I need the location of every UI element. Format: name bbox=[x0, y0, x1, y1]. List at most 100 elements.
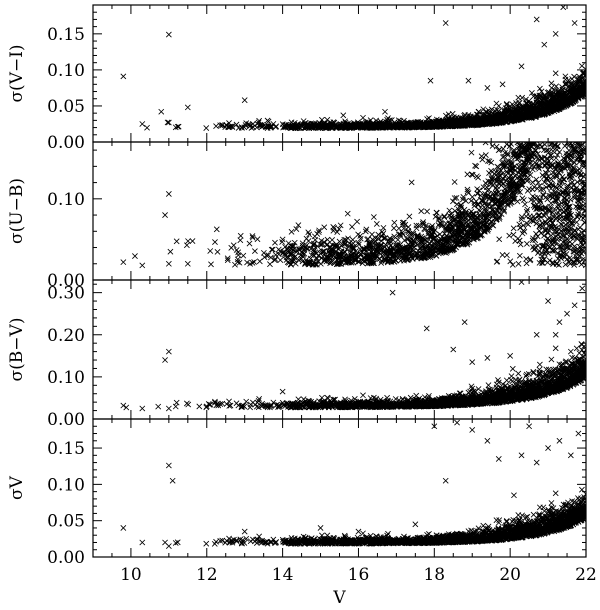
scatter-point bbox=[354, 218, 360, 225]
scatter-point bbox=[415, 251, 422, 257]
scatter-point bbox=[375, 243, 382, 250]
scatter-point bbox=[567, 225, 574, 232]
scatter-point bbox=[517, 104, 524, 111]
scatter-point bbox=[373, 221, 380, 227]
scatter-point bbox=[550, 172, 557, 179]
scatter-point bbox=[580, 142, 586, 148]
scatter-point bbox=[552, 247, 559, 254]
scatter-point bbox=[538, 256, 545, 263]
scatter-point bbox=[574, 94, 581, 101]
scatter-point bbox=[203, 125, 210, 131]
scatter-point bbox=[223, 122, 230, 129]
scatter-point bbox=[521, 147, 528, 154]
scatter-point bbox=[120, 259, 127, 266]
scatter-point bbox=[295, 222, 302, 229]
scatter-point bbox=[493, 169, 499, 175]
scatter-point bbox=[563, 95, 570, 102]
scatter-point bbox=[431, 123, 438, 129]
scatter-point bbox=[316, 227, 323, 234]
scatter-point bbox=[538, 88, 545, 95]
scatter-point bbox=[306, 258, 313, 265]
scatter-point bbox=[482, 199, 489, 206]
scatter-point bbox=[345, 235, 351, 242]
scatter-point bbox=[550, 106, 557, 112]
scatter-point bbox=[534, 143, 541, 149]
scatter-point bbox=[514, 184, 520, 191]
scatter-point bbox=[525, 142, 532, 147]
scatter-point bbox=[329, 236, 336, 243]
scatter-point bbox=[483, 214, 490, 221]
scatter-point bbox=[355, 254, 362, 261]
scatter-point bbox=[510, 231, 517, 238]
scatter-point bbox=[336, 226, 342, 232]
scatter-point bbox=[389, 244, 396, 251]
scatter-point bbox=[496, 236, 503, 243]
scatter-point bbox=[470, 236, 477, 243]
scatter-point bbox=[505, 117, 512, 124]
scatter-point bbox=[525, 221, 532, 228]
scatter-point bbox=[342, 118, 348, 125]
scatter-point bbox=[437, 220, 444, 227]
scatter-point bbox=[139, 121, 146, 127]
scatter-point bbox=[333, 261, 340, 268]
scatter-point bbox=[302, 260, 309, 266]
scatter-point bbox=[470, 229, 477, 236]
scatter-point bbox=[311, 241, 317, 247]
scatter-point bbox=[482, 142, 489, 146]
scatter-point bbox=[565, 163, 572, 169]
scatter-point bbox=[174, 123, 181, 130]
scatter-point bbox=[431, 244, 438, 251]
scatter-point bbox=[557, 243, 564, 249]
scatter-point bbox=[343, 256, 350, 262]
scatter-point bbox=[514, 142, 521, 146]
scatter-point bbox=[172, 403, 179, 410]
scatter-point bbox=[393, 242, 400, 249]
scatter-point bbox=[310, 242, 317, 248]
scatter-point bbox=[368, 245, 375, 252]
scatter-point bbox=[308, 252, 315, 259]
scatter-point bbox=[564, 182, 571, 189]
scatter-point bbox=[448, 213, 455, 220]
scatter-point bbox=[344, 210, 351, 217]
scatter-point bbox=[553, 171, 560, 178]
scatter-point bbox=[319, 241, 326, 247]
scatter-point bbox=[405, 236, 412, 242]
scatter-point bbox=[355, 231, 362, 238]
scatter-point bbox=[560, 86, 566, 93]
scatter-point bbox=[384, 119, 391, 126]
scatter-point bbox=[340, 250, 347, 256]
scatter-point bbox=[299, 250, 306, 257]
scatter-point bbox=[484, 158, 491, 164]
scatter-point bbox=[356, 258, 363, 265]
scatter-point bbox=[565, 190, 571, 197]
scatter-point bbox=[530, 93, 537, 100]
scatter-point bbox=[436, 220, 443, 226]
scatter-point bbox=[408, 253, 415, 260]
scatter-point bbox=[490, 120, 497, 126]
scatter-point bbox=[548, 191, 555, 197]
scatter-point bbox=[414, 233, 421, 240]
scatter-point bbox=[404, 119, 411, 126]
scatter-point bbox=[260, 123, 266, 130]
scatter-point bbox=[540, 173, 547, 180]
scatter-point bbox=[493, 112, 499, 119]
scatter-point bbox=[490, 209, 497, 215]
scatter-point bbox=[516, 100, 522, 107]
scatter-point bbox=[510, 225, 517, 232]
scatter-point bbox=[489, 222, 496, 229]
scatter-point bbox=[410, 230, 417, 237]
scatter-point bbox=[396, 225, 402, 232]
chart-panels: 0.000.050.100.15σ(V−I)0.000.10σ(U−B)0.00… bbox=[7, 4, 597, 608]
scatter-point bbox=[437, 241, 444, 248]
scatter-point bbox=[473, 120, 480, 127]
scatter-point bbox=[347, 244, 354, 251]
scatter-point bbox=[518, 181, 525, 188]
scatter-point bbox=[279, 236, 286, 243]
scatter-point bbox=[550, 148, 556, 155]
scatter-point bbox=[529, 186, 536, 193]
scatter-point bbox=[567, 203, 573, 210]
scatter-point bbox=[541, 179, 548, 186]
scatter-point bbox=[251, 259, 258, 265]
scatter-point bbox=[532, 147, 539, 153]
scatter-point bbox=[249, 259, 256, 266]
